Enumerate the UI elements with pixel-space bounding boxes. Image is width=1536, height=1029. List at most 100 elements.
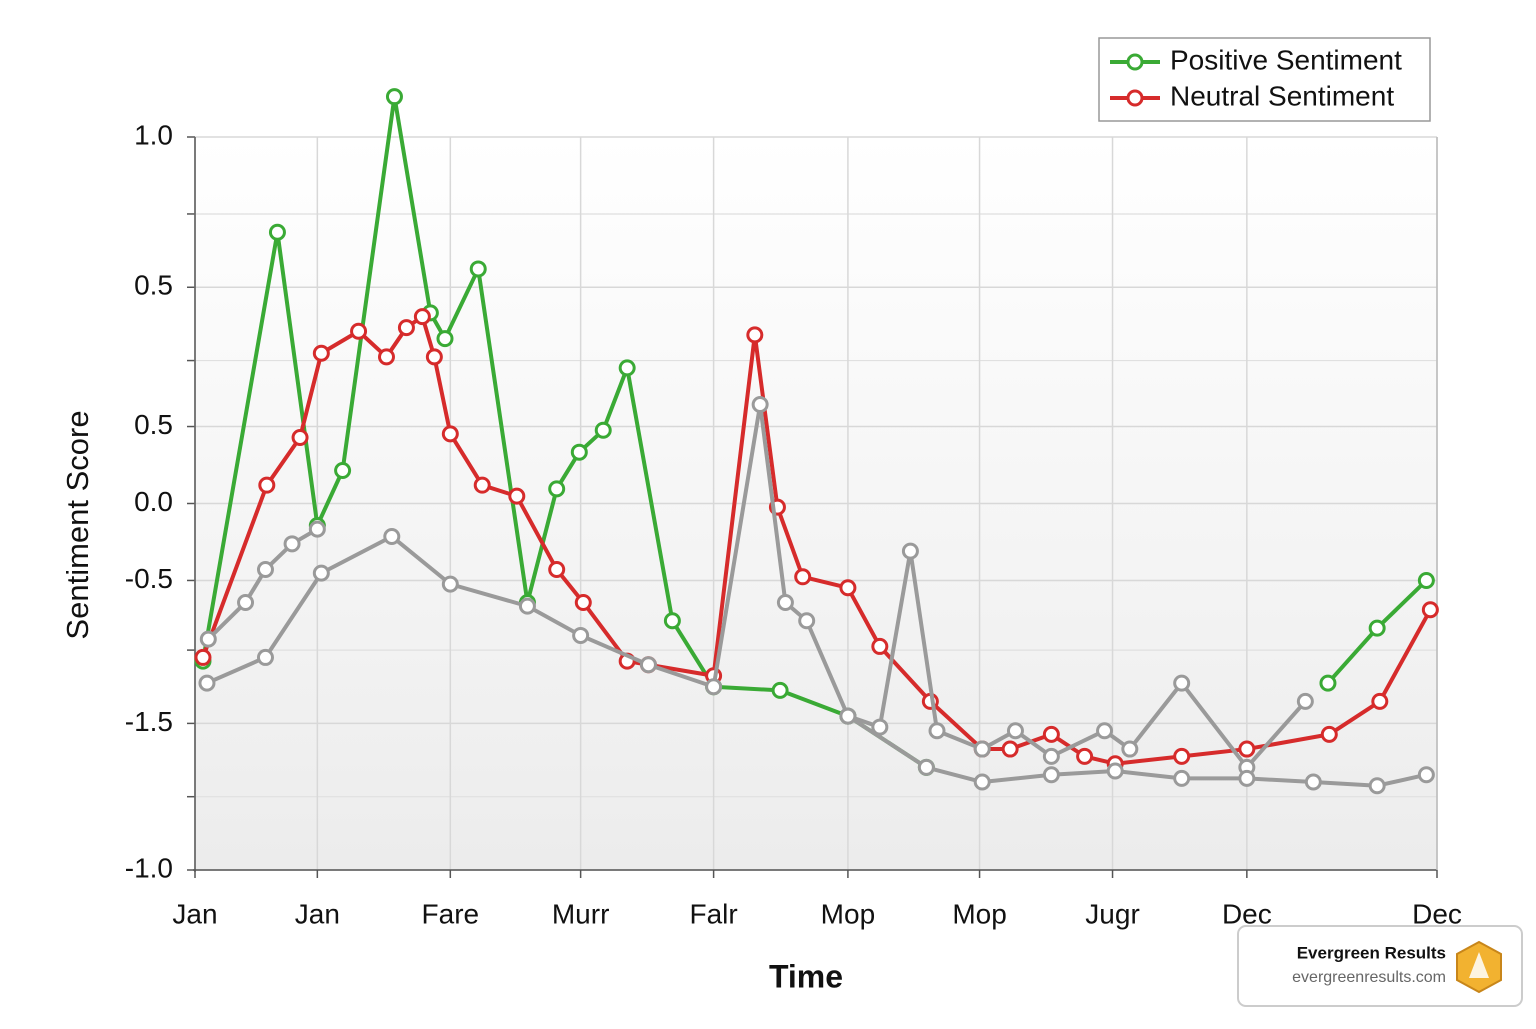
data-point	[871, 637, 889, 655]
data-point	[508, 487, 526, 505]
data-point	[291, 429, 309, 447]
x-tick-label: Fare	[422, 898, 480, 929]
legend-label: Neutral Sentiment	[1170, 80, 1394, 111]
data-point	[383, 527, 401, 545]
data-point	[1006, 722, 1024, 740]
data-point	[1173, 674, 1191, 692]
x-tick-label: Murr	[552, 898, 610, 929]
data-point	[1173, 747, 1191, 765]
data-point	[473, 476, 491, 494]
series-group	[194, 88, 1439, 795]
series-line	[846, 714, 1427, 788]
badge-box	[1237, 925, 1523, 1007]
data-point	[1076, 747, 1094, 765]
data-point	[312, 344, 330, 362]
data-point	[413, 308, 431, 326]
data-point	[199, 630, 217, 648]
data-point	[548, 560, 566, 578]
data-point	[574, 593, 592, 611]
x-axis-label: Time	[769, 958, 843, 994]
data-point	[1042, 766, 1060, 784]
y-tick-label: -0.5	[125, 563, 173, 594]
data-point	[198, 674, 216, 692]
x-tick-label: Mop	[952, 898, 1006, 929]
data-point	[663, 612, 681, 630]
data-point	[1368, 777, 1386, 795]
data-point	[283, 535, 301, 553]
data-point	[194, 648, 212, 666]
data-point	[1368, 619, 1386, 637]
data-point	[518, 597, 536, 615]
data-point	[334, 462, 352, 480]
data-point	[618, 359, 636, 377]
data-point	[1320, 725, 1338, 743]
data-point	[385, 88, 403, 106]
data-point	[1417, 571, 1435, 589]
data-point	[441, 575, 459, 593]
data-point	[973, 773, 991, 791]
x-tick-label: Jugr	[1085, 898, 1139, 929]
data-point	[839, 579, 857, 597]
data-point	[901, 542, 919, 560]
y-axis-label: Sentiment Score	[60, 410, 95, 639]
legend-marker	[1126, 53, 1144, 71]
data-point	[1296, 692, 1314, 710]
data-point	[256, 560, 274, 578]
data-point	[839, 707, 857, 725]
legend: Positive Sentiment Neutral Sentiment	[1098, 37, 1431, 122]
data-point	[973, 740, 991, 758]
data-point	[350, 322, 368, 340]
data-point	[871, 718, 889, 736]
data-point	[308, 520, 326, 538]
badge: Evergreen Results evergreenresults.com	[1237, 925, 1523, 1007]
data-point	[639, 656, 657, 674]
data-point	[256, 648, 274, 666]
data-point	[917, 758, 935, 776]
badge-tree	[1469, 952, 1489, 978]
legend-box	[1098, 37, 1431, 122]
data-point	[258, 476, 276, 494]
data-point	[1121, 740, 1139, 758]
data-point	[798, 612, 816, 630]
data-point	[572, 626, 590, 644]
x-tick-label: Mop	[821, 898, 875, 929]
data-point	[425, 348, 443, 366]
data-point	[1042, 747, 1060, 765]
data-point	[548, 480, 566, 498]
legend-label: Positive Sentiment	[1170, 44, 1402, 75]
data-point	[746, 326, 764, 344]
y-tick-label: 0.5	[134, 409, 173, 440]
data-point	[1042, 725, 1060, 743]
data-point	[436, 330, 454, 348]
data-point	[794, 568, 812, 586]
x-tick-label: Dec	[1412, 898, 1462, 929]
data-point	[397, 319, 415, 337]
data-point	[751, 396, 769, 414]
x-tick-label: Jan	[295, 898, 340, 929]
data-point	[1371, 692, 1389, 710]
y-tick-label: 0.0	[134, 486, 173, 517]
data-point	[928, 722, 946, 740]
data-point	[377, 348, 395, 366]
data-point	[570, 443, 588, 461]
data-point	[1096, 722, 1114, 740]
data-point	[1238, 740, 1256, 758]
data-point	[1173, 769, 1191, 787]
x-tick-label: Falr	[689, 898, 737, 929]
data-point	[441, 425, 459, 443]
data-point	[1304, 773, 1322, 791]
data-point	[1417, 766, 1435, 784]
data-point	[1106, 762, 1124, 780]
badge-url: evergreenresults.com	[1292, 969, 1446, 986]
y-tick-label: 0.5	[134, 270, 173, 301]
y-tick-label: -1.5	[125, 706, 173, 737]
data-point	[1421, 601, 1439, 619]
y-tick-label: -1.0	[125, 852, 173, 883]
data-point	[469, 260, 487, 278]
data-point	[268, 223, 286, 241]
data-point	[1238, 769, 1256, 787]
data-point	[1319, 674, 1337, 692]
data-point	[1001, 740, 1019, 758]
